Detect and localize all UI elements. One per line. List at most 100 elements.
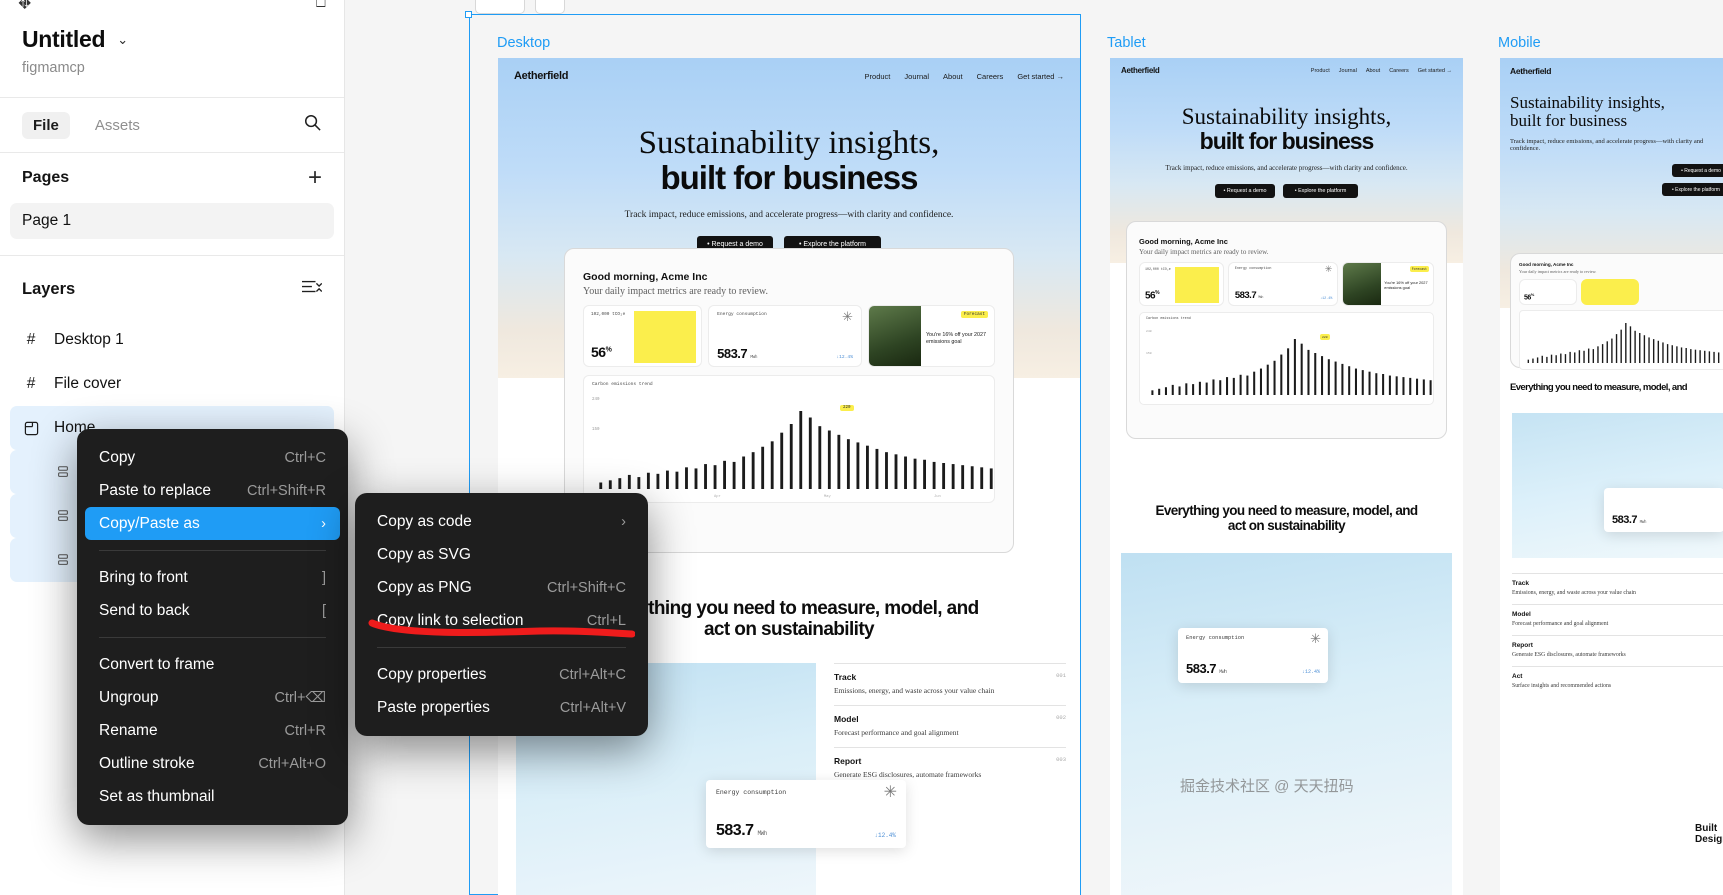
frame-label-mobile[interactable]: Mobile bbox=[1498, 35, 1541, 51]
feature-row-model[interactable]: 002 Model Forecast performance and goal … bbox=[834, 705, 1066, 747]
submenu-item-copy-link-to-selection[interactable]: Copy link to selection Ctrl+L bbox=[355, 604, 648, 637]
hero-subtitle: Track impact, reduce emissions, and acce… bbox=[1165, 163, 1408, 172]
feature-row-track[interactable]: Track Emissions, energy, and waste acros… bbox=[1512, 573, 1723, 604]
submenu-item-copy-as-code[interactable]: Copy as code › bbox=[355, 505, 648, 538]
metric-card-progress[interactable]: 56% bbox=[1519, 279, 1577, 305]
menu-item-outline-stroke[interactable]: Outline stroke Ctrl+Alt+O bbox=[77, 747, 348, 780]
metric-card-forecast[interactable]: Forecast You're 16% off your 2027 emissi… bbox=[1342, 262, 1434, 306]
tab-assets[interactable]: Assets bbox=[94, 116, 140, 134]
metric-progress-caption: 102,000 tCO₂e bbox=[591, 312, 626, 317]
hero-heading-line1: Sustainability insights, bbox=[638, 125, 940, 161]
selection-handle-tl[interactable] bbox=[465, 11, 472, 18]
page-item-page-1[interactable]: Page 1 bbox=[10, 203, 334, 239]
chart-peak-label: 220 bbox=[840, 405, 854, 411]
mobile-hero-heading: Sustainability insights, built for busin… bbox=[1500, 76, 1723, 197]
artboard-mobile[interactable]: Aetherfield Sustainability insights, bui… bbox=[1500, 58, 1723, 895]
dashboard-metric-row: 102,000 tCO₂e 56% Energy consumption ✳ 5… bbox=[565, 297, 1013, 367]
menu-item-convert-to-frame[interactable]: Convert to frame bbox=[77, 648, 348, 681]
feature-photo-tablet bbox=[1121, 553, 1452, 895]
hero-btn-explore-platform[interactable]: • Explore the platform bbox=[1662, 183, 1723, 197]
feature-row-model[interactable]: Model Forecast performance and goal alig… bbox=[1512, 604, 1723, 635]
submenu-item-copy-as-svg[interactable]: Copy as SVG bbox=[355, 538, 648, 571]
float-card-title: Energy consumption bbox=[716, 789, 787, 796]
tab-file[interactable]: File bbox=[22, 111, 70, 139]
menu-item-paste-to-replace[interactable]: Paste to replace Ctrl+Shift+R bbox=[77, 474, 348, 507]
nav-cta-get-started[interactable]: Get started → bbox=[1417, 67, 1452, 74]
menu-item-copy[interactable]: Copy Ctrl+C bbox=[77, 441, 348, 474]
nav-cta-get-started[interactable]: Get started → bbox=[1017, 71, 1064, 81]
nav-link-careers[interactable]: Careers bbox=[1389, 67, 1409, 74]
nav-link-journal[interactable]: Journal bbox=[904, 71, 930, 81]
menu-item-label: Rename bbox=[99, 721, 158, 739]
canvas-toolbar-chip-1[interactable] bbox=[475, 0, 525, 14]
submenu-item-paste-properties[interactable]: Paste properties Ctrl+Alt+V bbox=[355, 691, 648, 724]
nav-link-product[interactable]: Product bbox=[864, 71, 891, 81]
figma-canvas[interactable]: Desktop Tablet Mobile Aetherfield Produc… bbox=[345, 0, 1723, 895]
hero-btn-request-demo[interactable]: • Request a demo bbox=[1672, 164, 1723, 178]
frame-label-tablet[interactable]: Tablet bbox=[1107, 35, 1146, 51]
chevron-down-icon[interactable]: ⌄ bbox=[117, 31, 129, 47]
floating-energy-card-desktop[interactable]: Energy consumption ✳ 583.7 MWh ↓12.4% bbox=[706, 780, 906, 848]
float-card-title: Energy consumption bbox=[1186, 635, 1245, 641]
nav-link-about[interactable]: About bbox=[943, 71, 963, 81]
hero-heading: Sustainability insights, built for busin… bbox=[498, 126, 1080, 196]
feature-row-report[interactable]: 003 Report Generate ESG disclosures, aut… bbox=[834, 747, 1066, 789]
asterisk-icon: ✳ bbox=[842, 309, 853, 324]
sidebar-top-icons: ⛖ ⎕ bbox=[0, 0, 344, 22]
menu-item-bring-to-front[interactable]: Bring to front ] bbox=[77, 561, 348, 594]
carbon-emissions-chart-tablet[interactable]: Carbon emissions trend 240 150 220 bbox=[1139, 312, 1434, 405]
floating-energy-card-mobile[interactable]: 583.7 MWh bbox=[1604, 488, 1723, 532]
menu-item-set-as-thumbnail[interactable]: Set as thumbnail bbox=[77, 780, 348, 813]
artboard-tablet[interactable]: Aetherfield Product Journal About Career… bbox=[1110, 58, 1463, 895]
add-page-icon[interactable]: + bbox=[307, 164, 322, 191]
metric-card-progress[interactable]: 102,000 tCO₂e 56% bbox=[583, 305, 703, 367]
menu-item-ungroup[interactable]: Ungroup Ctrl+⌫ bbox=[77, 681, 348, 714]
figma-logo-icon[interactable]: ⛖ bbox=[18, 0, 32, 13]
feature-row-act[interactable]: Act Surface insights and recommended act… bbox=[1512, 666, 1723, 697]
layer-row-desktop-1[interactable]: # Desktop 1 bbox=[10, 318, 334, 362]
metric-card-progress[interactable]: 102,000 tCO₂e 56% bbox=[1139, 262, 1224, 306]
feature-row-report[interactable]: Report Generate ESG disclosures, automat… bbox=[1512, 635, 1723, 666]
hero-btn-request-demo[interactable]: • Request a demo bbox=[1215, 183, 1275, 198]
menu-item-rename[interactable]: Rename Ctrl+R bbox=[77, 714, 348, 747]
nav-link-about[interactable]: About bbox=[1365, 67, 1381, 74]
dashboard-preview-card-mobile[interactable]: Good morning, Acme Inc Your daily impact… bbox=[1510, 253, 1723, 370]
forecast-photo bbox=[1343, 263, 1382, 305]
frame-label-desktop[interactable]: Desktop bbox=[497, 35, 551, 51]
submenu-item-copy-as-png[interactable]: Copy as PNG Ctrl+Shift+C bbox=[355, 571, 648, 604]
layer-row-file-cover[interactable]: # File cover bbox=[10, 362, 334, 406]
nav-link-journal[interactable]: Journal bbox=[1338, 67, 1357, 74]
chevron-right-icon: › bbox=[621, 513, 626, 530]
context-submenu-copy-paste-as[interactable]: Copy as code › Copy as SVG Copy as PNG C… bbox=[355, 493, 648, 736]
menu-item-copy-paste-as[interactable]: Copy/Paste as › bbox=[85, 507, 340, 540]
carbon-emissions-chart[interactable]: Carbon emissions trend 240 150 220 Mar A… bbox=[583, 375, 995, 503]
hero-btn-explore-platform[interactable]: • Explore the platform bbox=[1283, 183, 1358, 198]
metric-card-energy[interactable]: Energy consumption ✳ 583.7 MWh ↓12.4% bbox=[1227, 262, 1339, 306]
mobile-footer-line2: Designe bbox=[1695, 834, 1723, 845]
layers-options-icon[interactable] bbox=[300, 278, 323, 301]
metric-card-forecast[interactable]: Forecast You're 16% off your 2027 emissi… bbox=[867, 305, 995, 367]
nav-link-product[interactable]: Product bbox=[1310, 67, 1330, 74]
panel-toggle-icon[interactable]: ⎕ bbox=[315, 0, 326, 11]
menu-item-send-to-back[interactable]: Send to back [ bbox=[77, 594, 348, 627]
feature-name-track: Track bbox=[834, 672, 857, 682]
artboard-desktop[interactable]: Aetherfield Product Journal About Career… bbox=[498, 58, 1080, 895]
brand-logo[interactable]: Aetherfield bbox=[1510, 66, 1552, 76]
file-title[interactable]: Untitled bbox=[22, 26, 106, 52]
brand-logo[interactable]: Aetherfield bbox=[514, 70, 569, 82]
menu-item-shortcut: Ctrl+R bbox=[284, 722, 327, 739]
context-menu[interactable]: Copy Ctrl+C Paste to replace Ctrl+Shift+… bbox=[77, 429, 348, 825]
brand-logo[interactable]: Aetherfield bbox=[1121, 66, 1160, 75]
floating-energy-card-tablet[interactable]: Energy consumption ✳ 583.7 MWh ↓12.4% bbox=[1178, 628, 1328, 683]
metric-card-energy[interactable]: Energy consumption ✳ 583.7 MWh ↓12.4% bbox=[708, 305, 862, 367]
carbon-emissions-chart-mobile[interactable] bbox=[1519, 310, 1723, 370]
submenu-item-copy-properties[interactable]: Copy properties Ctrl+Alt+C bbox=[355, 658, 648, 691]
search-icon[interactable] bbox=[303, 113, 322, 137]
feature-desc-model: Forecast performance and goal alignment bbox=[1512, 621, 1609, 627]
canvas-toolbar-chip-2[interactable] bbox=[535, 0, 565, 14]
chart-caption: Carbon emissions trend bbox=[592, 382, 653, 387]
metric-energy-delta: ↓12.4% bbox=[836, 355, 853, 360]
feature-row-track[interactable]: 001 Track Emissions, energy, and waste a… bbox=[834, 663, 1066, 705]
dashboard-preview-card-tablet[interactable]: Good morning, Acme Inc Your daily impact… bbox=[1126, 221, 1447, 439]
nav-link-careers[interactable]: Careers bbox=[976, 71, 1004, 81]
